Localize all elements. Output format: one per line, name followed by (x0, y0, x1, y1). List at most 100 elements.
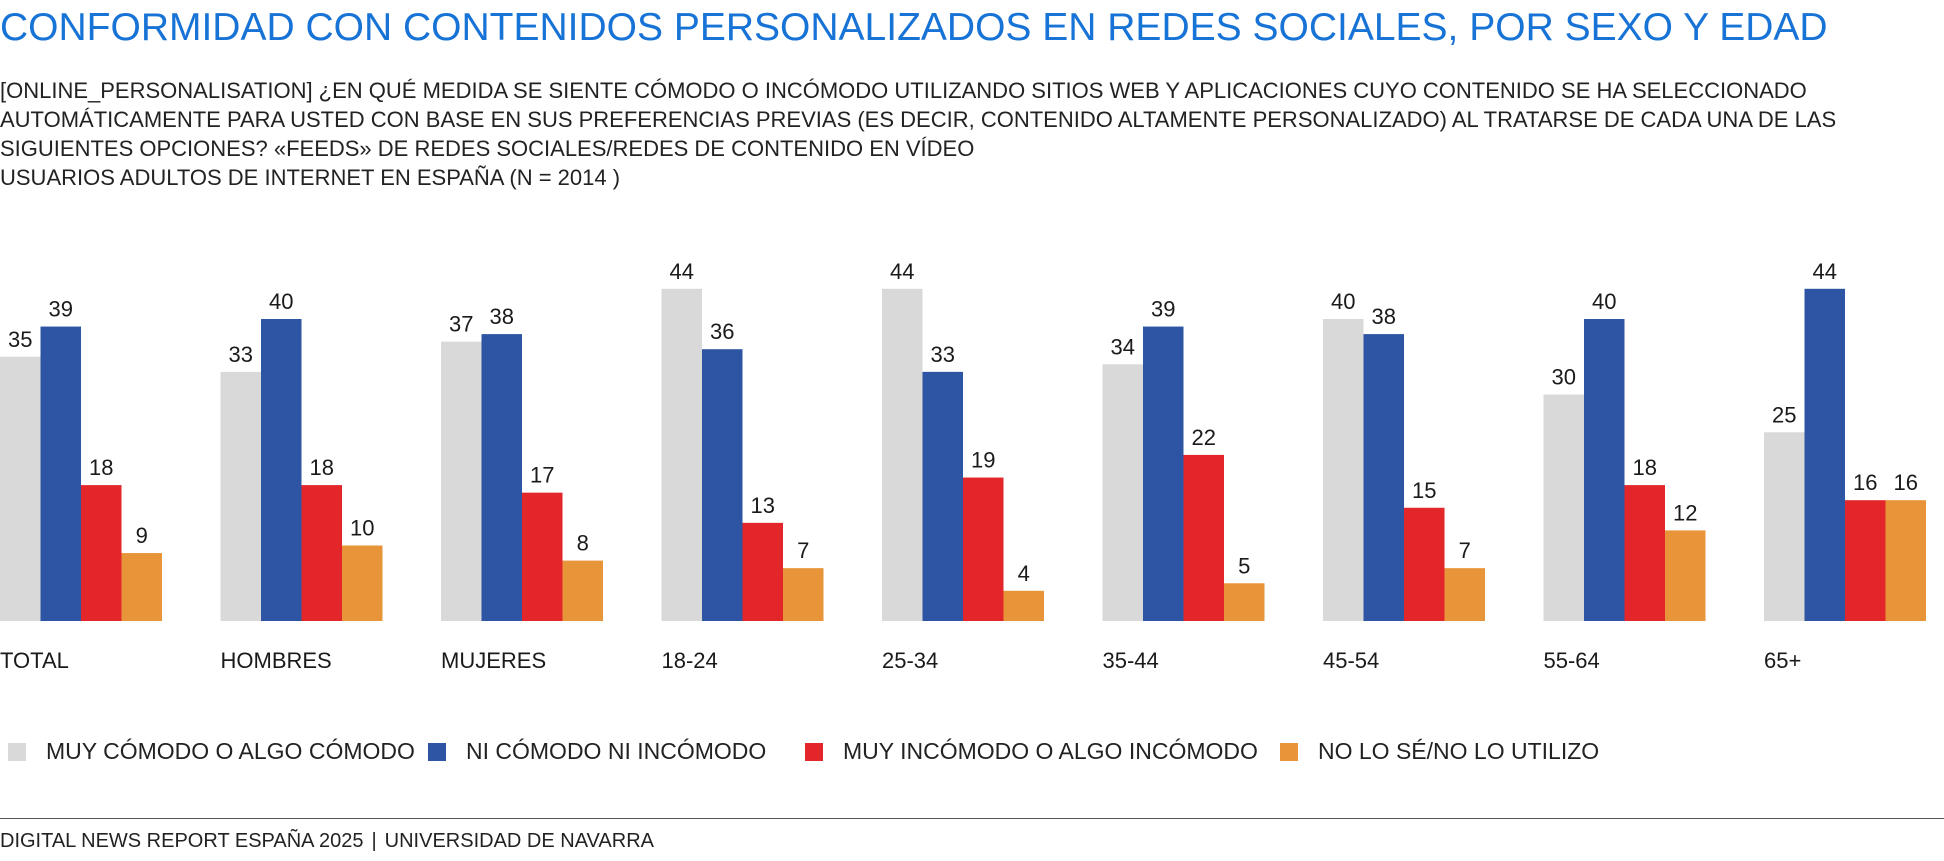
bar (1845, 500, 1886, 621)
data-label: 30 (1552, 365, 1576, 390)
bar (342, 545, 383, 621)
bar (522, 492, 563, 621)
category-label: TOTAL (0, 648, 69, 673)
bar (702, 349, 743, 621)
bar (121, 553, 162, 621)
bar (261, 319, 302, 621)
data-label: 33 (931, 342, 955, 367)
data-label: 16 (1894, 470, 1918, 495)
bar (1323, 319, 1364, 621)
data-label: 15 (1412, 478, 1436, 503)
data-label: 8 (577, 531, 589, 556)
category-label: 55-64 (1544, 648, 1600, 673)
legend-item: MUY INCÓMODO O ALGO INCÓMODO (805, 738, 1258, 765)
data-label: 38 (1372, 304, 1396, 329)
bar (81, 485, 122, 621)
bar (1584, 319, 1625, 621)
chart-legend: MUY CÓMODO O ALGO CÓMODO NI CÓMODO NI IN… (0, 738, 1944, 770)
data-label: 35 (8, 327, 32, 352)
bar (1804, 288, 1845, 621)
legend-swatch (805, 742, 823, 761)
subtitle-line: SIGUIENTES OPCIONES? «FEEDS» DE REDES SO… (0, 136, 975, 161)
bar (922, 371, 963, 621)
data-label: 12 (1673, 500, 1697, 525)
bar (1624, 485, 1665, 621)
data-label: 9 (136, 523, 148, 548)
data-label: 10 (350, 516, 374, 541)
bar (1102, 364, 1143, 621)
subtitle-line: [ONLINE_PERSONALISATION] ¿EN QUÉ MEDIDA … (0, 78, 1807, 103)
data-label: 40 (1592, 289, 1616, 314)
data-label: 44 (1813, 259, 1837, 284)
category-label: 35-44 (1103, 648, 1159, 673)
bar (1224, 583, 1265, 621)
bar (1665, 530, 1706, 621)
data-label: 13 (751, 493, 775, 518)
footer-separator: | (371, 830, 377, 852)
bar (783, 568, 824, 621)
bar (441, 341, 482, 621)
data-label: 44 (890, 259, 914, 284)
data-label: 17 (530, 463, 554, 488)
category-label: 25-34 (882, 648, 938, 673)
subtitle-line: AUTOMÁTICAMENTE PARA USTED CON BASE EN S… (0, 107, 1837, 132)
legend-swatch (1280, 742, 1298, 761)
data-label: 5 (1238, 553, 1250, 578)
bar (661, 288, 702, 621)
chart-subtitle: [ONLINE_PERSONALISATION] ¿EN QUÉ MEDIDA … (0, 76, 1837, 192)
subtitle-line: USUARIOS ADULTOS DE INTERNET EN ESPAÑA (… (0, 165, 621, 190)
chart-title: CONFORMIDAD CON CONTENIDOS PERSONALIZADO… (0, 6, 1828, 49)
data-label: 4 (1018, 561, 1030, 586)
data-label: 18 (1633, 455, 1657, 480)
data-label: 40 (269, 289, 293, 314)
bar (1543, 394, 1584, 621)
bar (220, 371, 261, 621)
data-label: 25 (1772, 402, 1796, 427)
data-label: 38 (490, 304, 514, 329)
legend-item: MUY CÓMODO O ALGO CÓMODO (8, 738, 415, 765)
data-label: 22 (1192, 425, 1216, 450)
footer-divider (0, 818, 1944, 819)
data-label: 7 (1459, 538, 1471, 563)
bar (742, 522, 783, 621)
bar (301, 485, 342, 621)
data-label: 37 (449, 312, 473, 337)
bar (1003, 590, 1044, 621)
bar (1764, 432, 1805, 621)
data-label: 18 (310, 455, 334, 480)
data-label: 39 (1151, 297, 1175, 322)
bar-chart: 35 39 18 9 TOTAL 33 40 18 10 HOMBRES 37 38 17 8 MUJERE… (0, 259, 1926, 673)
legend-label: NO LO SÉ/NO LO UTILIZO (1318, 738, 1600, 764)
data-label: 33 (229, 342, 253, 367)
footer-source: DIGITAL NEWS REPORT ESPAÑA 2025 (0, 830, 364, 852)
bar (481, 334, 522, 621)
bar (562, 560, 603, 621)
data-label: 39 (49, 297, 73, 322)
legend-swatch (428, 742, 446, 761)
legend-label: MUY INCÓMODO O ALGO INCÓMODO (843, 738, 1258, 764)
bar (963, 477, 1004, 621)
category-label: 18-24 (662, 648, 718, 673)
legend-swatch (8, 742, 26, 761)
category-label: HOMBRES (221, 648, 332, 673)
footer-institution: UNIVERSIDAD DE NAVARRA (384, 830, 654, 852)
footer: DIGITAL NEWS REPORT ESPAÑA 2025 | UNIVERSI… (0, 830, 654, 853)
bar (1444, 568, 1485, 621)
data-label: 40 (1331, 289, 1355, 314)
bar (1363, 334, 1404, 621)
data-label: 34 (1111, 334, 1135, 359)
bar (1404, 507, 1445, 621)
data-label: 36 (710, 319, 734, 344)
category-label: 65+ (1764, 648, 1801, 673)
bar (1885, 500, 1926, 621)
legend-label: MUY CÓMODO O ALGO CÓMODO (46, 738, 415, 764)
legend-item: NO LO SÉ/NO LO UTILIZO (1280, 738, 1599, 765)
data-label: 16 (1853, 470, 1877, 495)
bar (882, 288, 923, 621)
legend-label: NI CÓMODO NI INCÓMODO (466, 738, 767, 764)
category-label: MUJERES (441, 648, 546, 673)
data-label: 44 (670, 259, 694, 284)
bar (0, 356, 41, 621)
legend-item: NI CÓMODO NI INCÓMODO (428, 738, 766, 765)
data-label: 18 (89, 455, 113, 480)
